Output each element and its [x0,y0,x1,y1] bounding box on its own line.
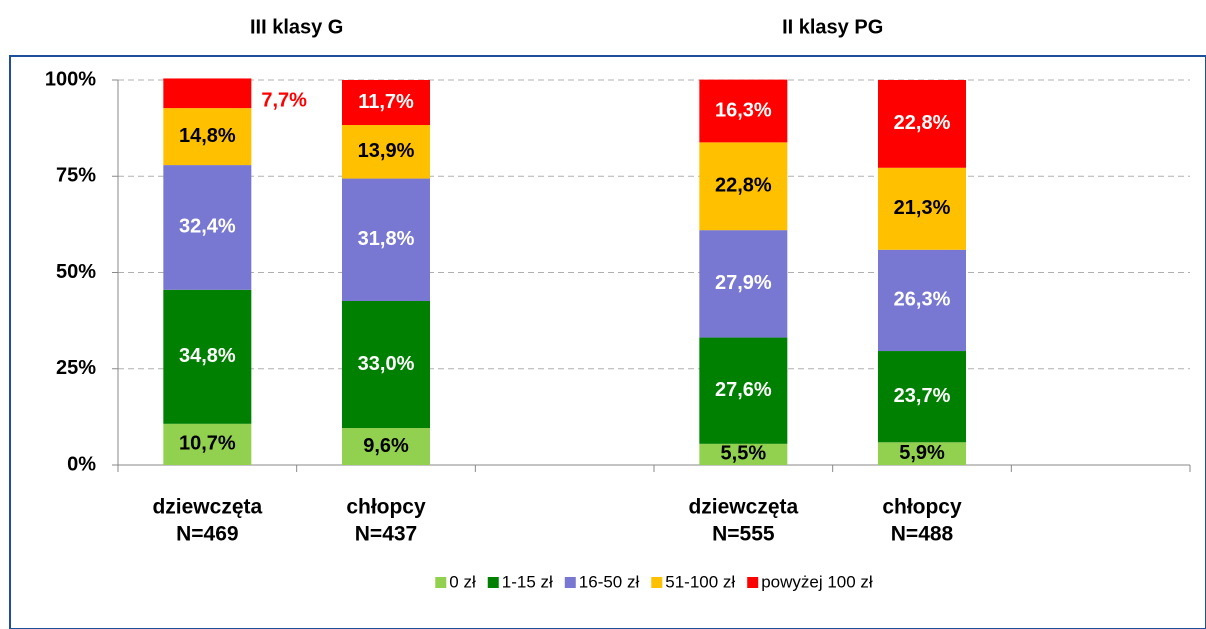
data-label: 22,8% [894,112,951,134]
group-title: II klasy PG [782,16,883,38]
legend-label: 0 zł [449,572,476,591]
x-tick-label: dziewczęta [152,496,262,519]
bar-segment [878,167,966,250]
x-tick-label: N=469 [176,523,238,546]
data-label: 11,7% [358,91,414,113]
bar-segment [342,125,430,179]
bar-segment [878,351,966,443]
data-label: 23,7% [894,385,951,407]
x-tick-label: N=555 [712,523,775,546]
data-label: 27,9% [715,272,772,294]
y-tick-label: 50% [56,261,96,283]
data-label: 34,8% [179,345,236,367]
data-label: 13,9% [358,140,415,162]
x-tick-label: chłopcy [346,496,426,519]
legend-label: 16-50 zł [579,572,640,591]
x-tick-label: dziewczęta [688,496,798,519]
bar-segment [878,80,966,168]
data-label: 16,3% [715,99,772,121]
y-tick-label: 75% [56,165,96,187]
legend-label: powyżej 100 zł [761,572,873,591]
bar-segment [163,289,252,424]
bar-segment [699,337,788,444]
bar-segment [699,230,788,338]
bar-segment [699,142,788,231]
legend-swatch [564,577,576,588]
data-label: 5,9% [899,442,945,464]
data-label: 27,6% [715,379,772,401]
data-label: 26,3% [894,289,951,311]
y-tick-label: 100% [45,68,96,90]
data-label: 5,5% [721,443,767,465]
legend-swatch [651,577,663,588]
data-label: 22,8% [715,175,772,197]
bar-segment [163,165,252,290]
legend-label: 51-100 zł [665,572,735,591]
bar-segment [342,428,430,465]
bar-segment [163,78,252,109]
bar-segment [878,442,966,465]
data-label: 21,3% [894,197,951,219]
data-label: 7,7% [261,90,307,112]
bar-segment [342,178,430,301]
bar-segment [699,443,788,465]
legend: 0 zł 1-15 zł 16-50 zł 51-100 zł powyżej 100 … [435,572,873,591]
data-label: 14,8% [179,125,236,147]
legend-swatch [435,577,447,588]
y-tick-label: 0% [67,453,96,475]
bar-segment [163,423,252,465]
legend-label: 1-15 zł [502,572,553,591]
data-label: 33,0% [358,353,415,375]
x-tick-label: N=437 [355,523,417,546]
data-label: 32,4% [179,216,236,238]
legend-swatch [747,577,759,588]
legend-swatch [487,577,499,588]
bar-segment [699,79,788,143]
x-tick-label: chłopcy [882,496,962,519]
bar-segment [163,108,252,166]
bar-segment [878,249,966,352]
data-label: 9,6% [363,435,409,457]
bar-segment [342,300,430,429]
x-tick-label: N=488 [891,523,954,546]
bar-segment [342,80,430,126]
y-tick-label: 25% [56,357,96,379]
data-label: 10,7% [179,433,236,455]
group-title: III klasy G [250,16,343,38]
data-label: 31,8% [358,228,415,250]
